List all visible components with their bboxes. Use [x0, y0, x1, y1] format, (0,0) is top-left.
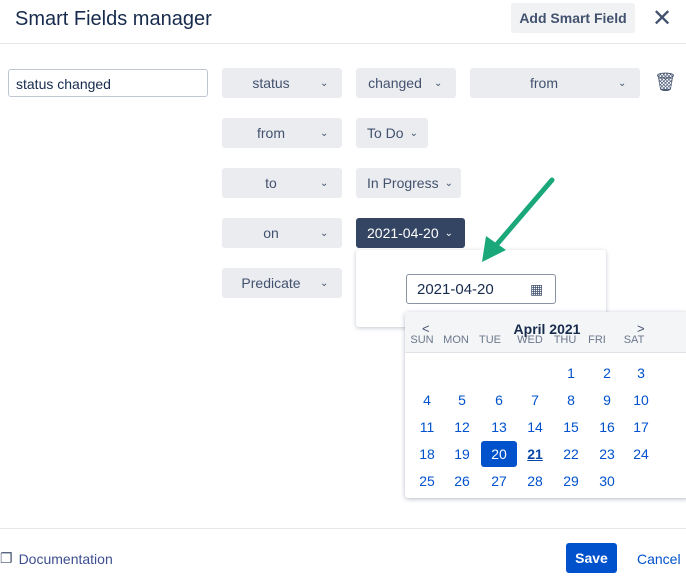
condition-select[interactable]: from ⌄	[470, 68, 640, 98]
chevron-down-icon: ⌄	[320, 77, 329, 89]
save-button[interactable]: Save	[566, 543, 617, 573]
from-select[interactable]: from ⌄	[222, 118, 342, 148]
select-value: 2021-04-20	[367, 225, 439, 241]
chevron-down-icon: ⌄	[320, 277, 329, 289]
on-select[interactable]: on ⌄	[222, 218, 342, 248]
calendar-day[interactable]: 3	[637, 365, 645, 381]
field-name-input[interactable]: status changed	[8, 69, 208, 97]
calendar-day[interactable]: 2	[603, 365, 611, 381]
calendar-day[interactable]: 14	[527, 419, 543, 435]
select-value: on	[263, 225, 279, 241]
calendar-day[interactable]: 9	[603, 392, 611, 408]
footer-divider	[0, 528, 686, 529]
event-select[interactable]: changed ⌄	[356, 68, 456, 98]
chevron-down-icon: ⌄	[444, 227, 454, 239]
chevron-down-icon: ⌄	[618, 77, 627, 89]
calendar: < April 2021 > SUN MON TUE WED THU FRI SAT 1 2 3 4…	[405, 312, 686, 498]
add-smart-field-button[interactable]: Add Smart Field	[511, 3, 635, 33]
chevron-down-icon: ⌄	[434, 77, 443, 89]
calendar-day[interactable]: 10	[633, 392, 649, 408]
calendar-day[interactable]: 21	[527, 446, 543, 462]
select-value: Predicate	[241, 275, 301, 291]
weekday-label: SUN	[410, 334, 434, 346]
weekday-label: FRI	[588, 334, 606, 346]
calendar-day[interactable]: 4	[423, 392, 431, 408]
calendar-day[interactable]: 29	[563, 473, 579, 489]
calendar-day[interactable]: 8	[567, 392, 575, 408]
from-status-select[interactable]: To Do ⌄	[356, 118, 428, 148]
chevron-down-icon: ⌄	[320, 227, 329, 239]
calendar-day[interactable]: 26	[454, 473, 470, 489]
field-select[interactable]: status ⌄	[222, 68, 342, 98]
calendar-day[interactable]: 19	[454, 446, 470, 462]
calendar-day[interactable]: 15	[563, 419, 579, 435]
calendar-header	[405, 312, 686, 353]
chevron-down-icon: ⌄	[444, 177, 453, 189]
select-value: to	[265, 175, 277, 191]
date-select[interactable]: 2021-04-20 ⌄	[356, 218, 465, 248]
calendar-day[interactable]: 28	[527, 473, 543, 489]
calendar-day[interactable]: 6	[495, 392, 503, 408]
weekday-label: SAT	[623, 334, 645, 346]
chevron-down-icon: ⌄	[320, 177, 329, 189]
calendar-day[interactable]: 18	[419, 446, 435, 462]
document-icon: ❐	[0, 550, 13, 566]
to-status-select[interactable]: In Progress ⌄	[356, 168, 461, 198]
to-select[interactable]: to ⌄	[222, 168, 342, 198]
calendar-day[interactable]: 27	[491, 473, 507, 489]
date-input[interactable]: 2021-04-20	[406, 274, 556, 304]
select-value: status	[252, 75, 290, 91]
select-value: In Progress	[367, 175, 439, 191]
calendar-day[interactable]: 24	[633, 446, 649, 462]
calendar-day[interactable]: 1	[567, 365, 575, 381]
weekday-label: MON	[443, 334, 469, 346]
calendar-day[interactable]: 25	[419, 473, 435, 489]
documentation-label: Documentation	[18, 550, 113, 567]
trash-icon[interactable]: 🗑	[654, 72, 677, 92]
prev-month-button[interactable]: <	[422, 321, 430, 336]
calendar-day[interactable]: 5	[458, 392, 466, 408]
chevron-down-icon: ⌄	[320, 127, 329, 139]
calendar-day[interactable]: 20	[481, 441, 517, 467]
select-value: from	[530, 75, 558, 91]
calendar-day[interactable]: 17	[633, 419, 649, 435]
documentation-link[interactable]: ❐ Documentation	[0, 550, 113, 567]
arrow-annotation	[482, 177, 555, 262]
calendar-icon[interactable]: ▦	[530, 281, 544, 297]
calendar-day[interactable]: 23	[599, 446, 615, 462]
calendar-day[interactable]: 11	[419, 419, 435, 435]
select-value: from	[257, 125, 285, 141]
chevron-down-icon: ⌄	[409, 127, 418, 139]
calendar-day[interactable]: 7	[531, 392, 539, 408]
close-icon[interactable]: ✕	[652, 5, 673, 32]
calendar-month: April 2021	[513, 321, 581, 337]
calendar-day[interactable]: 30	[599, 473, 615, 489]
calendar-day[interactable]: 22	[563, 446, 579, 462]
weekday-label: TUE	[479, 334, 501, 346]
predicate-select[interactable]: Predicate ⌄	[222, 268, 342, 298]
select-value: To Do	[367, 125, 404, 141]
dialog-title: Smart Fields manager	[15, 8, 212, 30]
calendar-day[interactable]: 13	[491, 419, 507, 435]
header-divider	[0, 43, 686, 44]
select-value: changed	[368, 75, 422, 91]
next-month-button[interactable]: >	[637, 321, 645, 336]
cancel-button[interactable]: Cancel	[637, 551, 681, 567]
calendar-day[interactable]: 12	[454, 419, 470, 435]
weekday-label: WED	[517, 334, 543, 346]
weekday-label: THU	[553, 334, 577, 346]
calendar-day[interactable]: 16	[599, 419, 615, 435]
